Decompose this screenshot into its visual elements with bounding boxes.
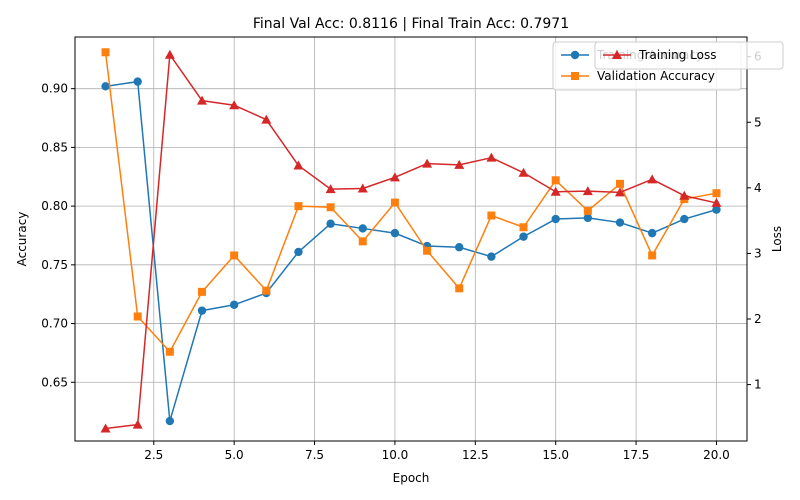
data-point-training-accuracy <box>133 77 142 86</box>
data-point-training-accuracy <box>680 214 689 224</box>
data-point-validation-accuracy <box>583 206 592 215</box>
data-point-training-accuracy <box>487 252 496 261</box>
data-point-validation-accuracy <box>101 48 110 57</box>
x-tick-label: 5.0 <box>225 448 244 462</box>
data-point-training-loss <box>582 186 593 196</box>
legend-swatch-marker <box>571 72 579 80</box>
data-point-validation-accuracy <box>133 312 142 321</box>
data-point-training-accuracy <box>712 205 721 214</box>
data-point-training-accuracy <box>455 243 464 252</box>
data-point-training-accuracy <box>615 218 625 227</box>
legend-box <box>594 41 784 70</box>
data-point-training-loss <box>261 114 272 124</box>
data-point-validation-accuracy <box>198 287 207 296</box>
x-axis: 2.5 5.0 7.5 10.0 12.5 15.0 17.5 20.0 <box>144 441 730 462</box>
data-point-training-loss <box>357 183 368 193</box>
data-point-training-accuracy <box>229 300 239 309</box>
data-point-training-loss <box>132 419 143 429</box>
data-point-training-loss <box>389 172 400 182</box>
data-point-validation-accuracy <box>648 251 657 260</box>
data-point-training-loss <box>164 49 175 59</box>
data-point-training-accuracy <box>390 228 400 238</box>
y-right-tick-label: 4 <box>754 181 762 195</box>
data-point-training-loss <box>518 167 529 177</box>
series-training-accuracy <box>101 77 721 426</box>
legend-swatch-marker <box>570 50 580 60</box>
y-left-tick-label: 0.65 <box>41 375 68 389</box>
data-point-training-loss <box>550 186 561 196</box>
data-point-training-accuracy <box>551 214 560 224</box>
series-validation-accuracy <box>101 48 721 356</box>
data-point-training-loss <box>293 160 304 170</box>
data-point-training-loss <box>679 190 690 200</box>
x-tick-label: 17.5 <box>623 448 650 462</box>
plot-frame <box>74 36 748 442</box>
series-line-validation-accuracy <box>104 52 717 353</box>
x-tick-label: 12.5 <box>462 448 489 462</box>
data-point-training-accuracy <box>358 224 367 233</box>
y-left-tick-label: 0.80 <box>41 199 68 213</box>
data-point-validation-accuracy <box>358 237 367 246</box>
legend-swatch-marker <box>612 50 622 59</box>
data-point-validation-accuracy <box>551 176 560 185</box>
series-line-training-accuracy <box>105 80 717 422</box>
y-right-tick-label: 1 <box>754 378 762 392</box>
data-point-validation-accuracy <box>165 347 174 356</box>
data-point-training-loss <box>100 423 111 433</box>
y-right-tick-label: 2 <box>754 312 762 326</box>
data-point-training-accuracy <box>294 247 303 257</box>
data-point-training-loss <box>614 187 625 197</box>
data-point-training-loss <box>229 100 240 110</box>
data-point-training-loss <box>711 197 722 207</box>
data-point-training-accuracy <box>583 213 593 223</box>
y-left-tick-label: 0.90 <box>41 82 68 96</box>
y-left-tick-label: 0.75 <box>41 258 68 272</box>
data-point-training-loss <box>454 159 465 169</box>
y-axis-left: 0.65 0.70 0.75 0.80 0.85 0.90 <box>41 82 75 389</box>
y-axis-left-label: Accuracy <box>15 212 29 267</box>
x-tick-label: 7.5 <box>305 448 324 462</box>
data-point-training-loss <box>197 95 208 105</box>
data-point-validation-accuracy <box>519 223 528 232</box>
y-left-tick-label: 0.85 <box>41 140 68 154</box>
data-point-training-accuracy <box>326 219 335 228</box>
data-point-validation-accuracy <box>423 246 432 255</box>
data-point-training-accuracy <box>647 228 657 238</box>
data-point-validation-accuracy <box>487 211 496 220</box>
x-tick-label: 15.0 <box>542 448 569 462</box>
y-axis-right: 123456 <box>747 50 762 392</box>
data-point-validation-accuracy <box>230 251 239 260</box>
y-right-tick-label: 3 <box>754 246 762 260</box>
series-training-loss <box>100 49 722 433</box>
legend: Training AccuracyValidation AccuracyTrai… <box>552 41 784 91</box>
data-point-validation-accuracy <box>294 202 303 211</box>
y-axis-right-label: Loss <box>770 226 784 252</box>
legend-label: Training Loss <box>638 48 716 62</box>
x-axis-label: Epoch <box>393 471 430 485</box>
data-point-validation-accuracy <box>262 286 271 295</box>
data-point-validation-accuracy <box>712 189 721 198</box>
y-right-tick-label: 5 <box>754 115 762 129</box>
data-point-training-loss <box>647 174 658 184</box>
legend-label: Validation Accuracy <box>597 69 715 83</box>
data-point-training-loss <box>422 158 433 168</box>
data-point-training-accuracy <box>197 306 207 315</box>
x-tick-label: 2.5 <box>144 448 163 462</box>
series-line-training-loss <box>105 53 717 430</box>
x-tick-label: 10.0 <box>382 448 409 462</box>
data-point-validation-accuracy <box>455 284 464 293</box>
data-point-training-accuracy <box>101 82 110 91</box>
data-point-validation-accuracy <box>615 179 624 188</box>
y-left-tick-label: 0.70 <box>41 317 68 331</box>
chart-title: Final Val Acc: 0.8116 | Final Train Acc:… <box>253 16 569 32</box>
x-tick-label: 20.0 <box>703 448 730 462</box>
data-point-training-loss <box>486 152 497 162</box>
data-point-validation-accuracy <box>326 203 335 212</box>
data-point-training-accuracy <box>519 232 528 241</box>
data-point-training-loss <box>325 184 336 194</box>
data-point-validation-accuracy <box>390 198 399 207</box>
data-point-training-accuracy <box>165 416 175 426</box>
series-layer <box>100 48 722 433</box>
